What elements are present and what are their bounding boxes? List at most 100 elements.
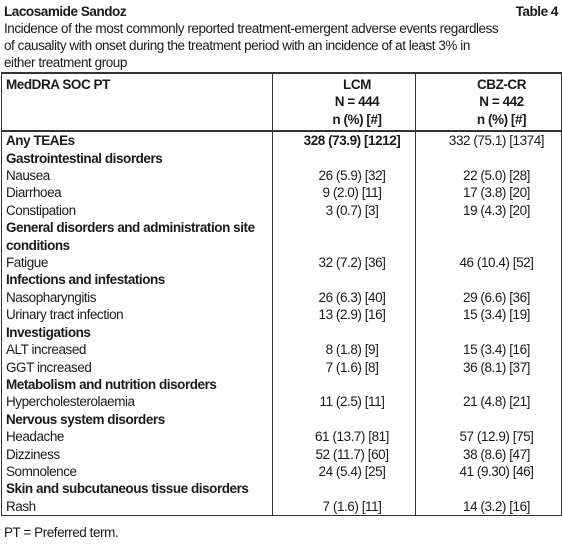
value-cell: 19 (4.3) [20] — [415, 201, 562, 220]
section-row: General disorders and administration sit… — [1, 219, 562, 255]
value-cell: 52 (11.7) [60] — [272, 445, 416, 463]
row-label: Rash — [1, 497, 273, 517]
row-label: Constipation — [1, 201, 273, 220]
row-label: Hypercholesterolaemia — [1, 393, 273, 411]
empty-cell — [415, 149, 562, 168]
empty-cell — [415, 271, 562, 289]
data-row: ALT increased 8 (1.8) [9] 15 (3.4) [16] — [1, 341, 562, 359]
caption-line: either treatment group — [4, 55, 127, 70]
footnote: PT = Preferred term. — [4, 525, 119, 540]
data-row: GGT increased 7 (1.6) [8] 36 (8.1) [37] — [1, 358, 562, 376]
column-header-line: n (%) [#] — [332, 111, 382, 127]
value-cell: 38 (8.6) [47] — [415, 445, 562, 463]
section-label: Infections and infestations — [1, 271, 273, 289]
value-cell: 11 (2.5) [11] — [272, 393, 416, 411]
empty-cell — [415, 480, 562, 498]
column-header-line: CBZ-CR — [476, 77, 527, 92]
value-cell: 22 (5.0) [28] — [415, 167, 562, 185]
row-label: Headache — [1, 428, 273, 446]
section-row: Investigations — [1, 323, 562, 342]
section-label: General disorders and administration sit… — [1, 219, 273, 255]
section-label: Investigations — [1, 323, 273, 342]
value-cell: 7 (1.6) [11] — [272, 497, 416, 517]
empty-cell — [272, 219, 416, 255]
header-row: MedDRA SOC PT LCM N = 444 n (%) [#] CBZ-CR N … — [1, 71, 562, 133]
data-row: Hypercholesterolaemia 11 (2.5) [11] 21 (4.… — [1, 393, 562, 411]
data-row: Any TEAEs 328 (73.9) [1212] 332 (75.1) [13… — [1, 131, 562, 150]
value-cell: 46 (10.4) [52] — [415, 254, 562, 272]
value-cell: 61 (13.7) [81] — [272, 428, 416, 446]
section-label: Nervous system disorders — [1, 410, 273, 429]
column-header-line: LCM — [343, 77, 371, 92]
column-header-line: N = 442 — [479, 94, 524, 110]
data-row: Diarrhoea 9 (2.0) [11] 17 (3.8) [20] — [1, 184, 562, 202]
empty-cell — [272, 149, 416, 168]
empty-cell — [272, 410, 416, 429]
column-header: LCM N = 444 n (%) [#] — [272, 71, 416, 133]
value-cell: 17 (3.8) [20] — [415, 184, 562, 202]
value-cell: 36 (8.1) [37] — [415, 358, 562, 376]
data-row: Urinary tract infection 13 (2.9) [16] 15 (… — [1, 306, 562, 324]
value-cell: 29 (6.6) [36] — [415, 288, 562, 307]
row-label: Diarrhoea — [1, 184, 273, 202]
row-label: Dizziness — [1, 445, 273, 463]
value-cell: 13 (2.9) [16] — [272, 306, 416, 324]
section-label: Metabolism and nutrition disorders — [1, 375, 273, 394]
row-label: Nausea — [1, 167, 273, 185]
table-head: MedDRA SOC PT LCM N = 444 n (%) [#] CBZ-CR N … — [1, 71, 562, 133]
empty-cell — [415, 323, 562, 342]
data-row: Fatigue 32 (7.2) [36] 46 (10.4) [52] — [1, 254, 562, 272]
value-cell: 332 (75.1) [1374] — [415, 131, 562, 150]
value-cell: 8 (1.8) [9] — [272, 341, 416, 359]
value-cell: 3 (0.7) [3] — [272, 201, 416, 220]
value-cell: 24 (5.4) [25] — [272, 462, 416, 481]
data-row: Constipation 3 (0.7) [3] 19 (4.3) [20] — [1, 201, 562, 220]
empty-cell — [415, 219, 562, 255]
column-header: CBZ-CR N = 442 n (%) [#] — [415, 71, 562, 133]
value-cell: 15 (3.4) [16] — [415, 341, 562, 359]
caption-line: of causality with onset during the treat… — [4, 38, 470, 53]
section-row: Gastrointestinal disorders — [1, 149, 562, 168]
empty-cell — [272, 271, 416, 289]
value-cell: 328 (73.9) [1212] — [272, 131, 416, 150]
data-row: Dizziness 52 (11.7) [60] 38 (8.6) [47] — [1, 445, 562, 463]
value-cell: 21 (4.8) [21] — [415, 393, 562, 411]
value-cell: 26 (6.3) [40] — [272, 288, 416, 307]
column-header-line: n (%) [#] — [476, 111, 527, 127]
row-label: ALT increased — [1, 341, 273, 359]
row-label: Any TEAEs — [1, 131, 273, 150]
section-label: Skin and subcutaneous tissue disorders — [1, 480, 273, 498]
data-row: Headache 61 (13.7) [81] 57 (12.9) [75] — [1, 428, 562, 446]
empty-cell — [272, 375, 416, 394]
title-bar: Lacosamide Sandoz Table 4 — [4, 3, 558, 20]
value-cell: 14 (3.2) [16] — [415, 497, 562, 517]
value-cell: 26 (5.9) [32] — [272, 167, 416, 185]
empty-cell — [272, 480, 416, 498]
row-label: Urinary tract infection — [1, 306, 273, 324]
value-cell: 7 (1.6) [8] — [272, 358, 416, 376]
data-row: Somnolence 24 (5.4) [25] 41 (9.30) [46] — [1, 462, 562, 481]
value-cell: 41 (9.30) [46] — [415, 462, 562, 481]
column-header-line: MedDRA SOC PT — [6, 77, 110, 92]
section-row: Skin and subcutaneous tissue disorders — [1, 480, 562, 498]
data-row: Nausea 26 (5.9) [32] 22 (5.0) [28] — [1, 167, 562, 185]
value-cell: 32 (7.2) [36] — [272, 254, 416, 272]
section-row: Infections and infestations — [1, 271, 562, 289]
empty-cell — [415, 375, 562, 394]
empty-cell — [272, 323, 416, 342]
caption: Incidence of the most commonly reported … — [4, 20, 560, 71]
column-header-line: N = 444 — [334, 94, 380, 110]
value-cell: 15 (3.4) [19] — [415, 306, 562, 324]
section-label: Gastrointestinal disorders — [1, 149, 273, 168]
section-row: Metabolism and nutrition disorders — [1, 375, 562, 394]
adverse-events-table: MedDRA SOC PT LCM N = 444 n (%) [#] CBZ-CR N … — [1, 71, 562, 517]
value-cell: 57 (12.9) [75] — [415, 428, 562, 446]
column-header: MedDRA SOC PT — [1, 71, 273, 133]
caption-line: Incidence of the most commonly reported … — [4, 21, 499, 36]
table-body: Any TEAEs 328 (73.9) [1212] 332 (75.1) [13… — [1, 131, 562, 517]
row-label: Somnolence — [1, 462, 273, 481]
section-row: Nervous system disorders — [1, 410, 562, 429]
value-cell: 9 (2.0) [11] — [272, 184, 416, 202]
data-row: Rash 7 (1.6) [11] 14 (3.2) [16] — [1, 497, 562, 517]
table-label: Table 4 — [515, 4, 559, 19]
